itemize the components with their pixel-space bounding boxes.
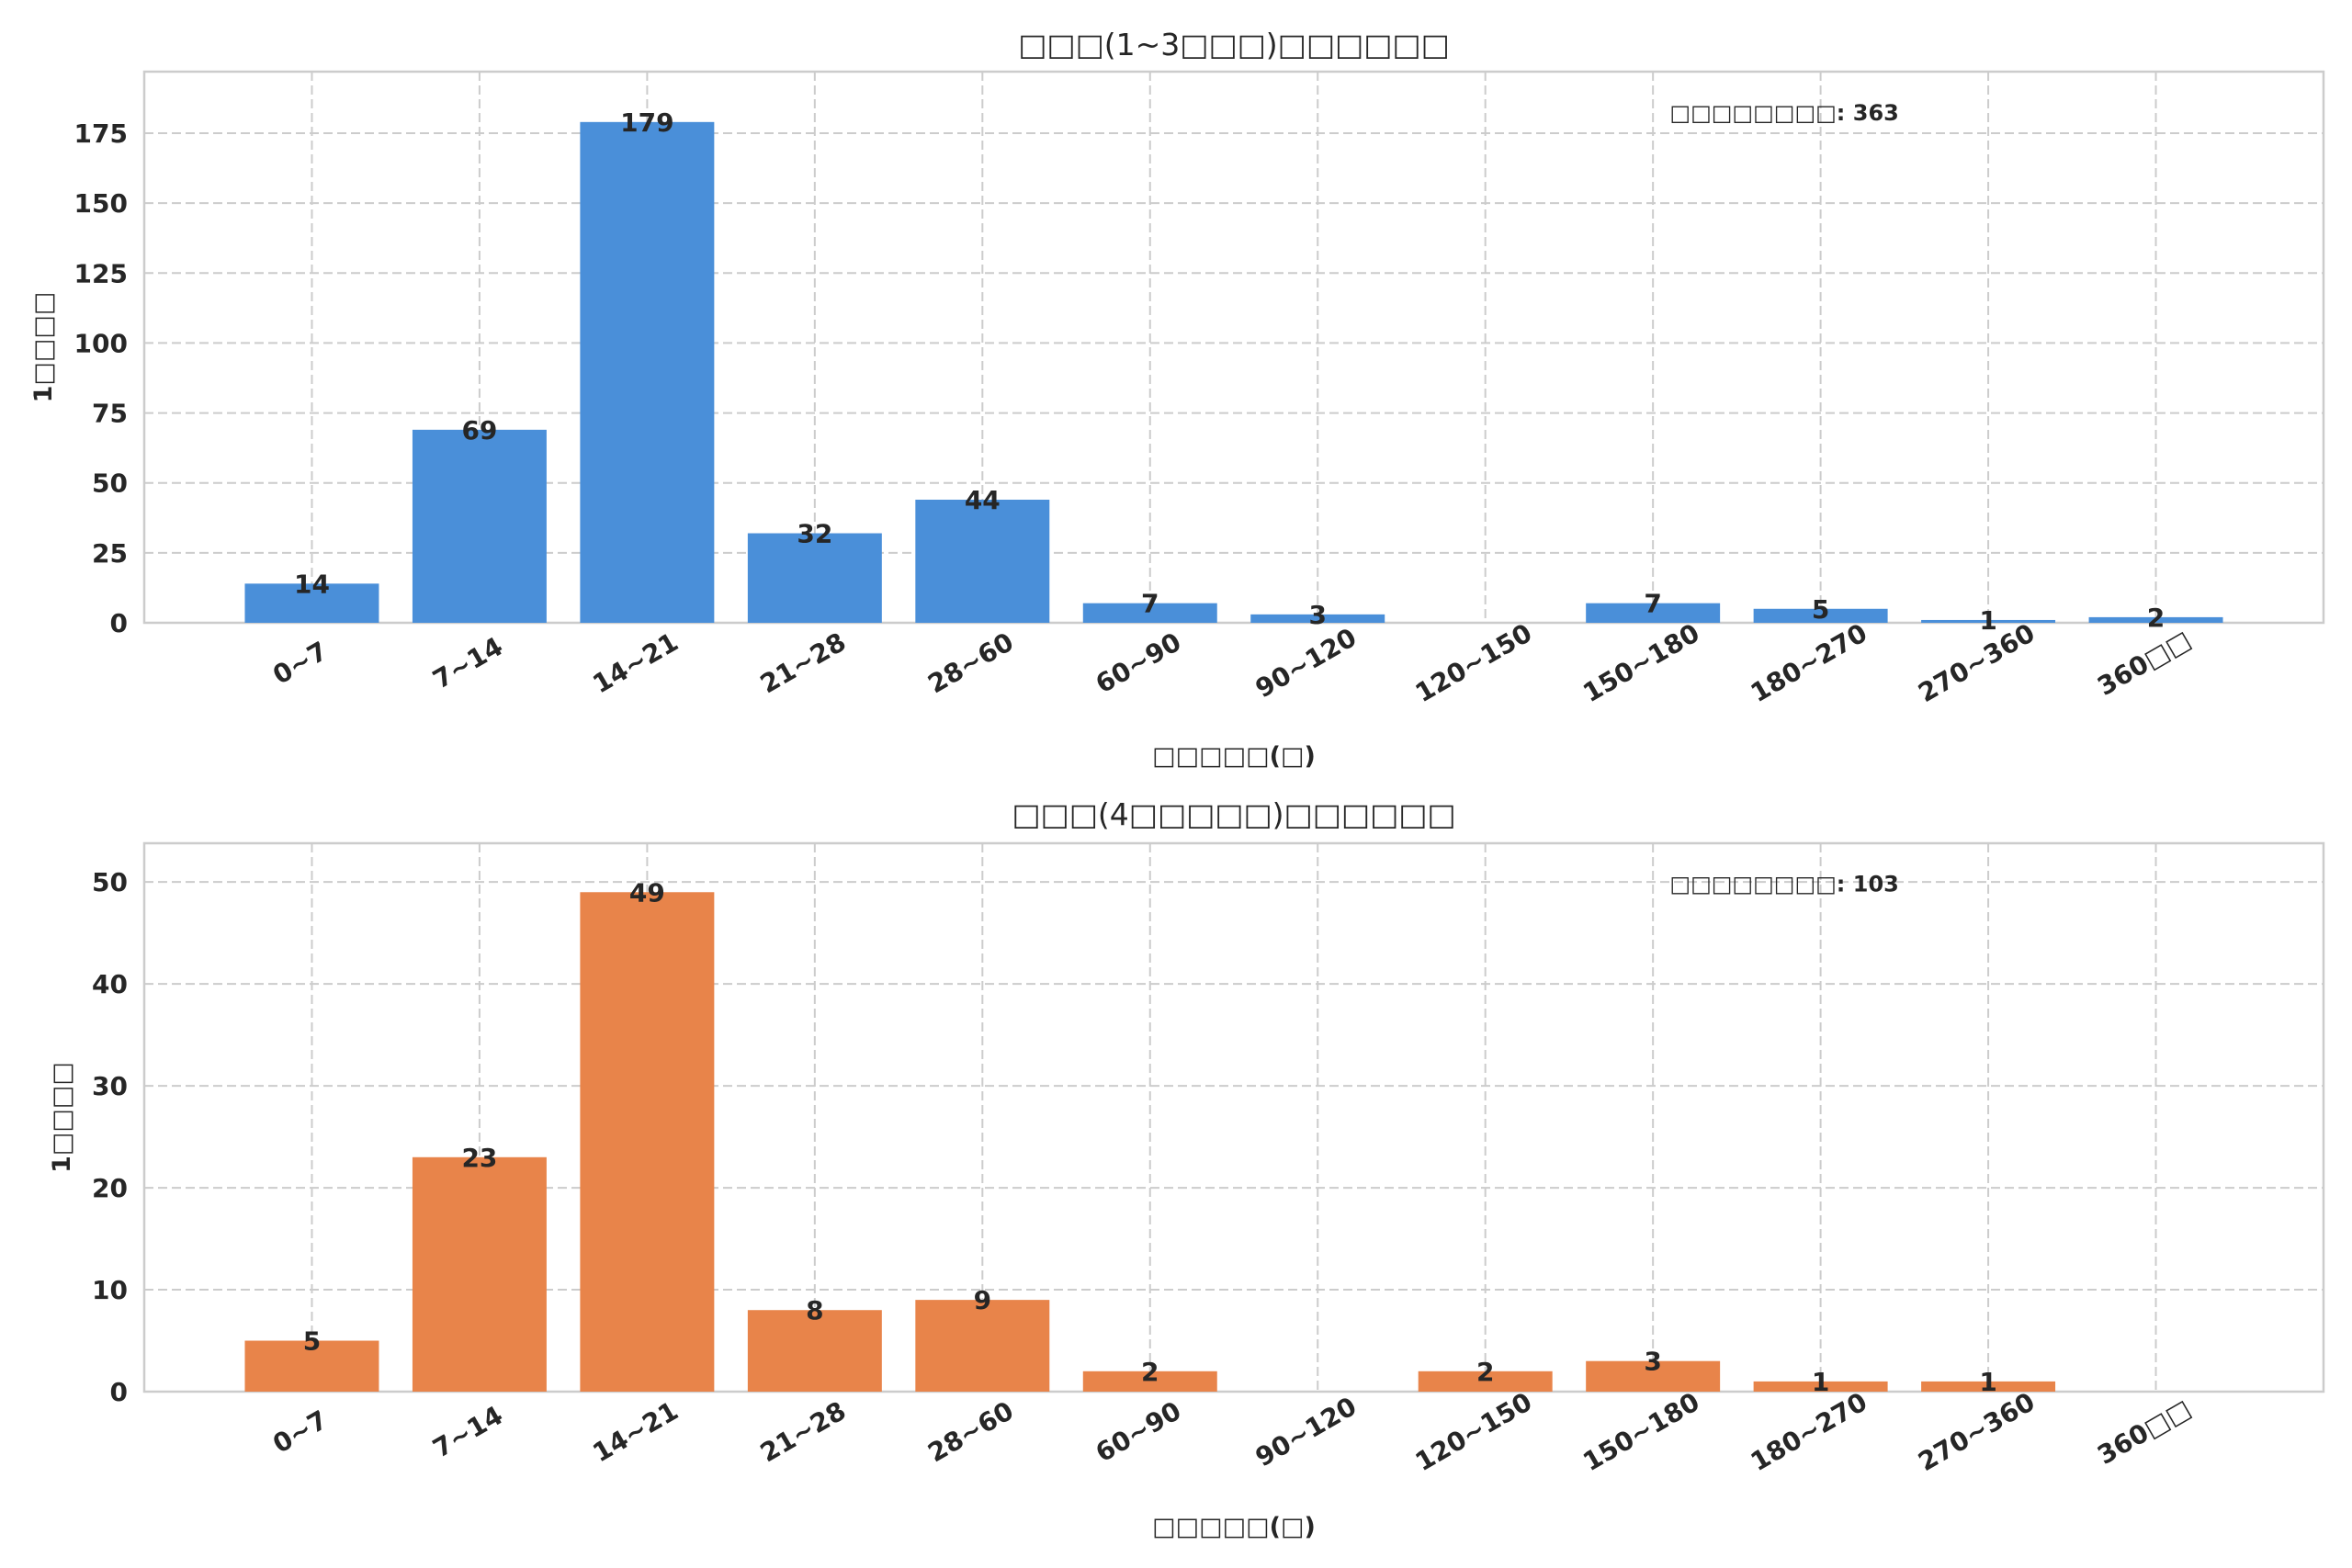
x-tick-label: 270~360 <box>1913 1386 2040 1477</box>
bar-value-label: 1 <box>1979 605 1996 636</box>
x-tick-label: 150~180 <box>1577 1386 1704 1477</box>
x-tick-label: 14~21 <box>587 626 683 699</box>
subplot-2: 0102030405050~7237~144914~21821~28928~60… <box>48 796 2325 1541</box>
y-tick-label: 40 <box>92 969 128 999</box>
x-tick-label: 60~90 <box>1091 1395 1186 1468</box>
bar-11 <box>2088 616 2223 623</box>
bar-value-label: 9 <box>974 1285 991 1315</box>
bar-10 <box>1921 1381 2056 1392</box>
x-tick-label: 180~270 <box>1746 617 1872 708</box>
bar-value-label: 2 <box>1141 1357 1159 1387</box>
y-tick-label: 0 <box>110 608 128 638</box>
y-axis-label: 1□□□□ <box>29 292 58 403</box>
bar-0 <box>244 583 379 623</box>
bar-value-label: 7 <box>1141 589 1159 619</box>
x-tick-label: 150~180 <box>1577 617 1704 708</box>
bar-2 <box>580 121 715 624</box>
bar-value-label: 5 <box>1812 594 1829 625</box>
bar-10 <box>1921 619 2056 623</box>
y-tick-label: 25 <box>92 538 128 569</box>
bar-value-label: 49 <box>629 877 665 908</box>
bar-0 <box>244 1340 379 1392</box>
x-tick-label: 0~7 <box>267 1404 333 1460</box>
y-tick-label: 20 <box>92 1173 128 1203</box>
bar-value-label: 2 <box>2147 603 2165 633</box>
x-tick-label: 90~120 <box>1250 1391 1362 1472</box>
y-tick-label: 125 <box>74 258 128 288</box>
bar-value-label: 69 <box>461 415 497 446</box>
bar-5 <box>1082 603 1217 623</box>
bar-value-label: 179 <box>620 107 673 138</box>
x-tick-label: 90~120 <box>1250 622 1362 704</box>
x-tick-label: 21~28 <box>755 626 851 699</box>
x-tick-label: 270~360 <box>1913 617 2040 708</box>
y-tick-label: 75 <box>92 399 128 429</box>
bar-4 <box>915 499 1050 623</box>
subplot-1: 0255075100125150175140~7697~1417914~2132… <box>29 27 2325 771</box>
x-tick-label: 28~60 <box>922 1395 1018 1468</box>
y-tick-label: 100 <box>74 328 128 358</box>
x-tick-label: 360□□ <box>2092 625 2196 702</box>
x-tick-label: 120~150 <box>1410 617 1537 708</box>
bar-value-label: 8 <box>806 1295 823 1325</box>
chart-title: □□□(1~3□□□)□□□□□□ <box>1018 27 1450 62</box>
y-tick-label: 50 <box>92 867 128 897</box>
x-tick-label: 180~270 <box>1746 1386 1872 1477</box>
bar-value-label: 2 <box>1476 1357 1494 1387</box>
bar-value-label: 1 <box>1812 1367 1829 1397</box>
y-axis-label: 1□□□□ <box>48 1062 76 1173</box>
bar-7 <box>1418 1371 1553 1392</box>
bar-value-label: 5 <box>303 1326 321 1357</box>
x-tick-label: 360□□ <box>2092 1393 2196 1471</box>
bar-value-label: 3 <box>1644 1347 1661 1377</box>
bar-1 <box>412 429 547 623</box>
bar-3 <box>747 1310 882 1392</box>
bar-3 <box>747 533 882 623</box>
bar-9 <box>1753 608 1888 623</box>
y-tick-label: 50 <box>92 468 128 499</box>
x-tick-label: 120~150 <box>1410 1386 1537 1477</box>
x-tick-label: 0~7 <box>267 636 333 691</box>
bar-1 <box>412 1156 547 1392</box>
bar-9 <box>1753 1381 1888 1392</box>
x-tick-label: 28~60 <box>922 626 1018 699</box>
bar-value-label: 3 <box>1308 600 1326 630</box>
bar-6 <box>1250 614 1385 623</box>
x-axis-label: □□□□□(□) <box>1152 742 1316 771</box>
bar-2 <box>580 892 715 1392</box>
y-tick-label: 150 <box>74 188 128 219</box>
x-tick-label: 21~28 <box>755 1395 851 1468</box>
bar-4 <box>915 1300 1050 1392</box>
y-tick-label: 30 <box>92 1071 128 1101</box>
x-tick-label: 7~14 <box>427 1400 507 1464</box>
bar-value-label: 44 <box>965 485 1001 515</box>
y-tick-label: 175 <box>74 118 128 149</box>
y-tick-label: 0 <box>110 1377 128 1407</box>
bar-value-label: 23 <box>461 1143 497 1173</box>
bar-value-label: 14 <box>294 569 330 599</box>
bar-8 <box>1586 1360 1721 1392</box>
y-tick-label: 10 <box>92 1275 128 1305</box>
x-axis-label: □□□□□(□) <box>1152 1513 1316 1541</box>
total-annotation: □□□□□□□□: 103 <box>1669 872 1898 897</box>
bar-value-label: 1 <box>1979 1367 1996 1397</box>
bar-8 <box>1586 603 1721 623</box>
x-tick-label: 7~14 <box>427 631 507 695</box>
bar-5 <box>1082 1371 1217 1392</box>
chart-title: □□□(4□□□□□)□□□□□□ <box>1012 796 1455 832</box>
bar-value-label: 32 <box>797 519 832 549</box>
total-annotation: □□□□□□□□: 363 <box>1669 100 1898 126</box>
bar-value-label: 7 <box>1644 589 1661 619</box>
x-tick-label: 14~21 <box>587 1395 683 1468</box>
x-tick-label: 60~90 <box>1091 626 1186 699</box>
